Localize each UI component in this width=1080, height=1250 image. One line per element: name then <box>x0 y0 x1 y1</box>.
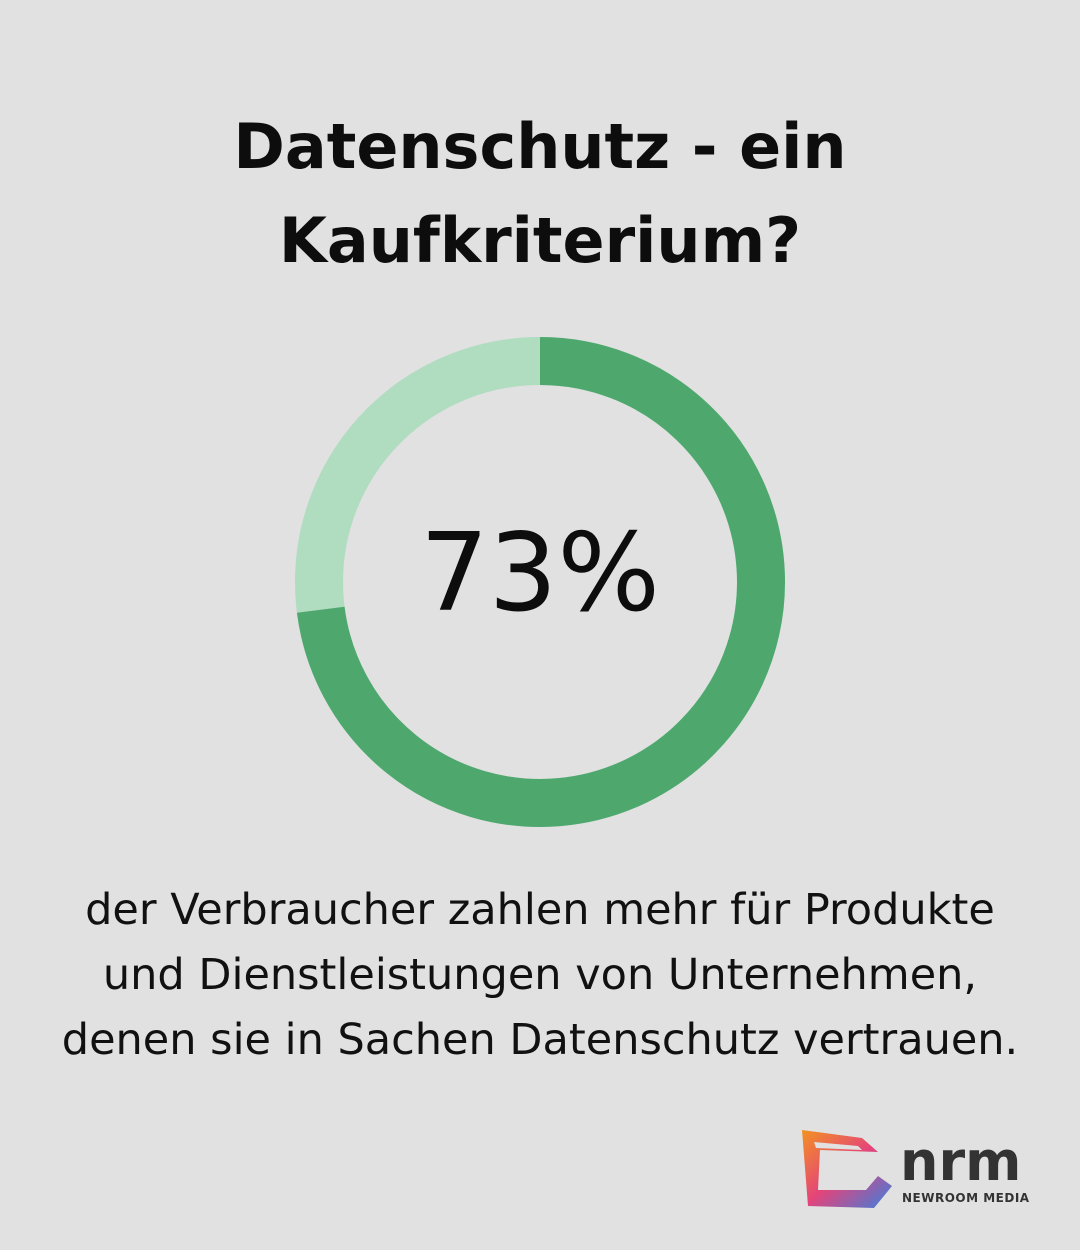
logo-icon <box>802 1130 892 1208</box>
logo: nrm NEWROOM MEDIA <box>802 1130 1030 1208</box>
chart-title: Datenschutz - ein Kaufkriterium? <box>233 110 847 277</box>
center-label: 73% <box>420 511 660 636</box>
chart: 73% <box>295 337 785 827</box>
logo-cut <box>814 1142 862 1150</box>
logo-text: nrm <box>900 1130 1021 1193</box>
donut-segment <box>296 337 785 827</box>
logo-subtitle: NEWROOM MEDIA <box>902 1191 1030 1205</box>
caption: der Verbraucher zahlen mehr für Produkte… <box>61 885 1019 1065</box>
